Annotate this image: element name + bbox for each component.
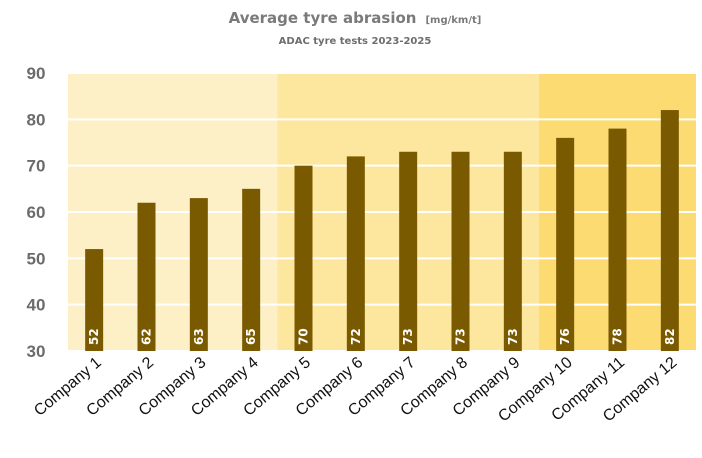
data-label-6: 72 [349,328,363,345]
chart-subtitle: ADAC tyre tests 2023-2025 [279,36,432,47]
bar-8 [451,151,470,351]
bar-7 [399,151,418,351]
chart-title-text: Average tyre abrasion [229,9,417,27]
bar-10 [556,137,575,351]
data-label-9: 73 [506,328,520,345]
y-tick-label-30: 30 [27,342,46,361]
data-label-8: 73 [454,328,468,345]
y-tick-label-80: 80 [27,110,46,129]
y-tick-label-90: 90 [27,64,46,83]
y-axis-ticks: 30 40 50 60 70 80 90 [27,64,46,361]
data-label-1: 52 [87,328,101,345]
y-tick-label-70: 70 [27,157,46,176]
bar-12 [660,110,679,351]
bar-4 [242,188,261,351]
bar-1 [85,249,104,351]
data-label-4: 65 [244,328,258,345]
gridlines [68,72,696,352]
bar-2 [137,202,156,351]
bar-5 [294,165,313,351]
chart-title: Average tyre abrasion [mg/km/t] [229,9,482,27]
bar-9 [503,151,522,351]
data-label-12: 82 [663,328,677,345]
data-label-10: 76 [558,328,572,345]
data-label-5: 70 [297,328,311,345]
data-labels: 52 62 63 65 70 72 73 73 73 76 78 82 [87,328,677,345]
bar-3 [189,198,208,351]
data-label-2: 62 [140,328,154,345]
data-label-11: 78 [611,328,625,345]
y-tick-label-40: 40 [27,296,46,315]
bar-6 [346,156,365,351]
data-label-7: 73 [401,328,415,345]
chart-title-unit: [mg/km/t] [425,15,481,26]
bars [85,110,679,351]
y-tick-label-60: 60 [27,203,46,222]
bar-11 [608,128,627,351]
data-label-3: 63 [192,328,206,345]
y-tick-label-50: 50 [27,249,46,268]
